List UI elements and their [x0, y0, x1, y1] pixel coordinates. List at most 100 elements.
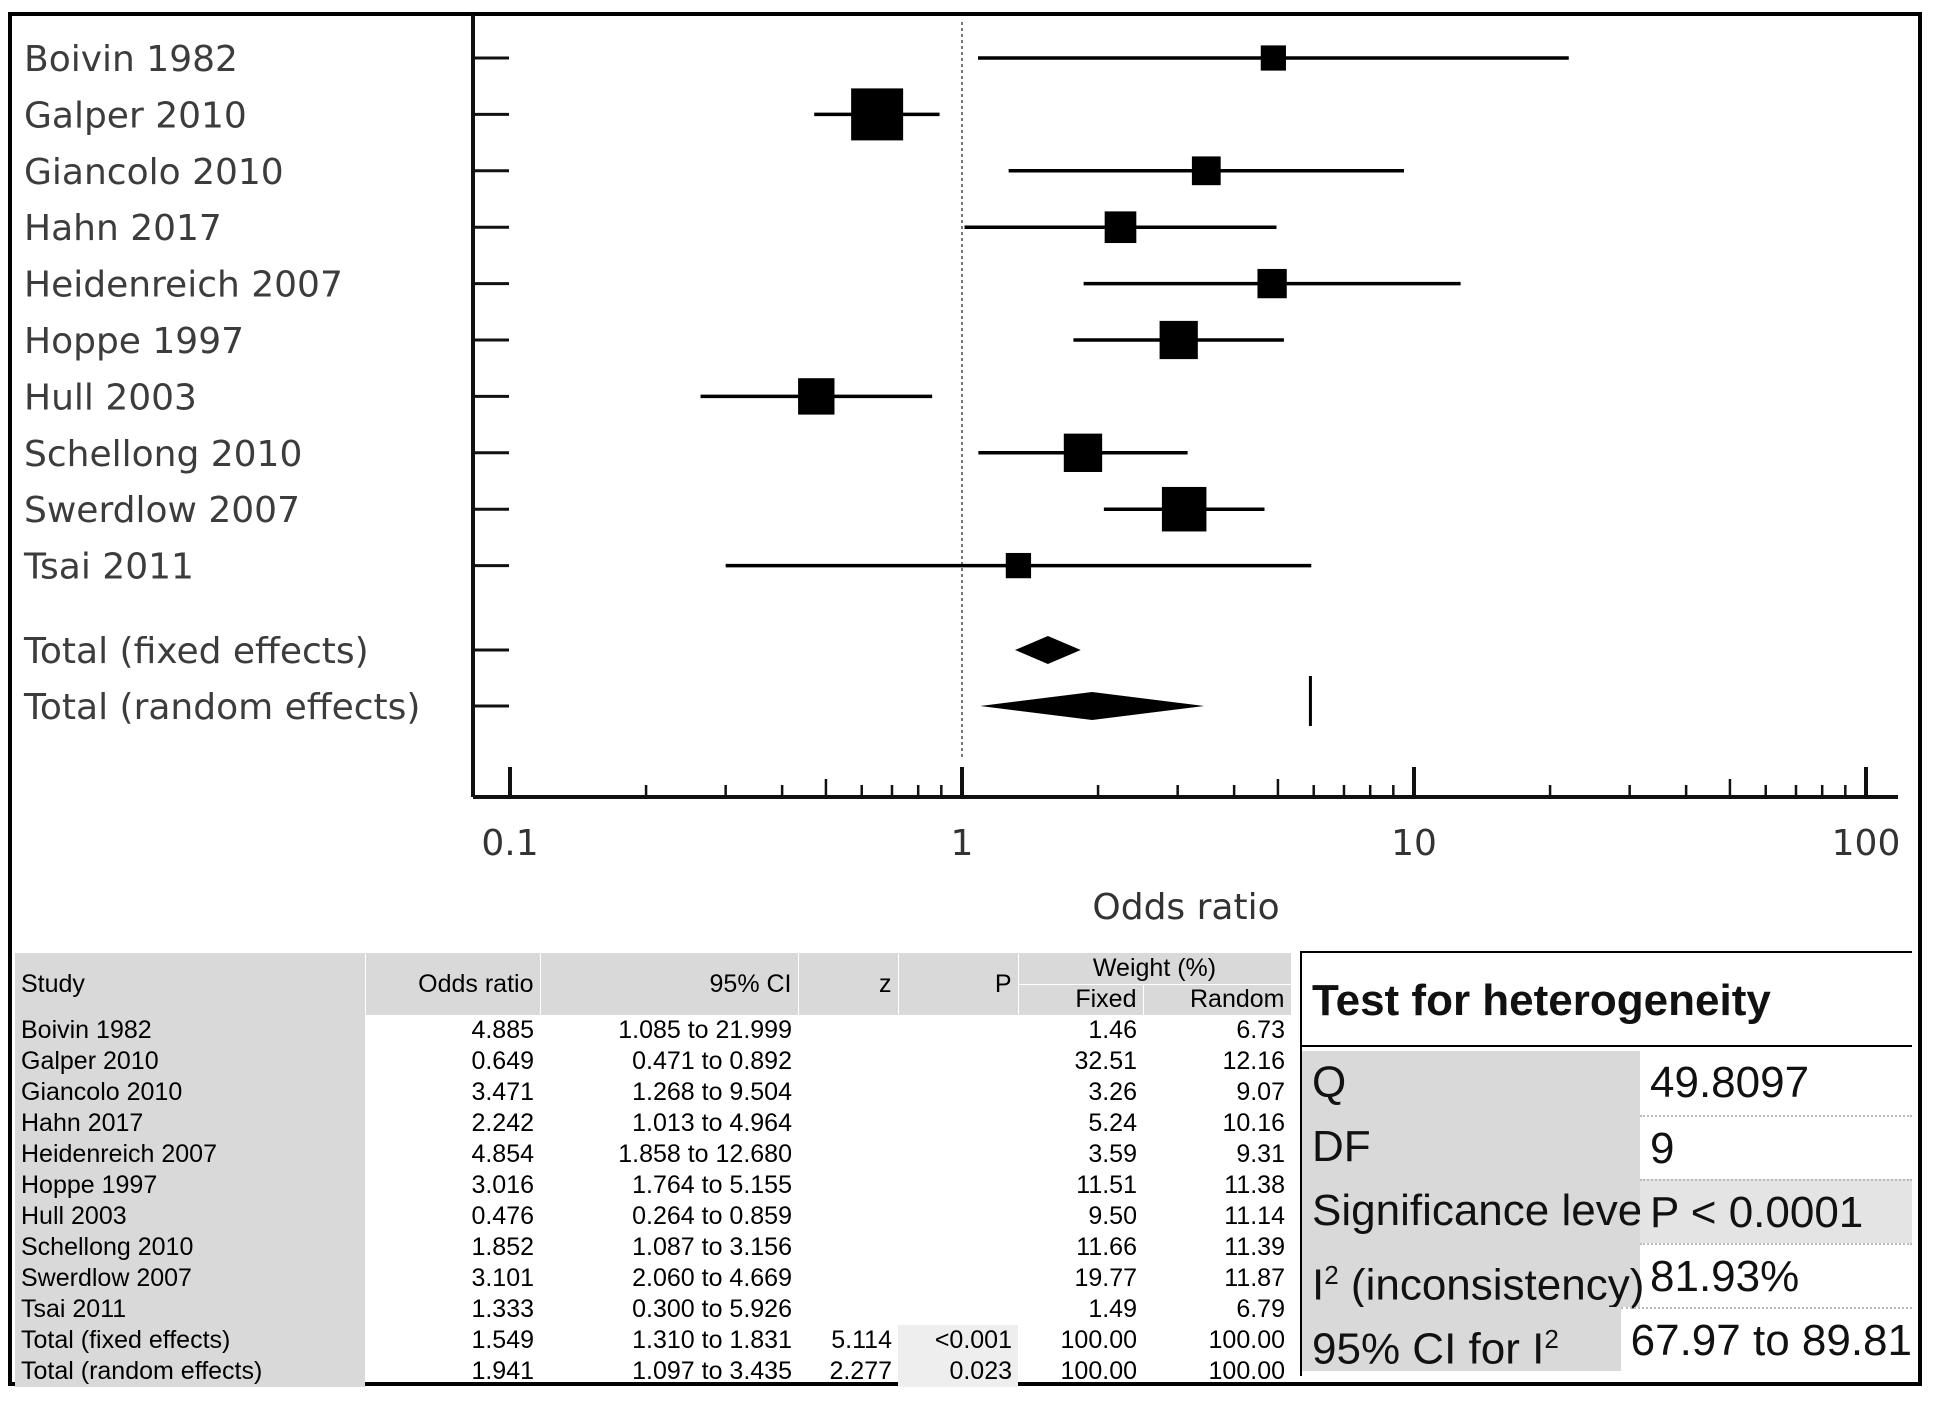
het-i2-value: 81.93%	[1640, 1243, 1912, 1307]
cell-study: Boivin 1982	[15, 1015, 365, 1046]
cell-p	[898, 1077, 1018, 1108]
cell-p	[898, 1139, 1018, 1170]
cell-z	[798, 1015, 898, 1046]
cell-weight-fixed: 1.46	[1088, 1016, 1137, 1044]
cell-weight-random: 100.00	[1208, 1357, 1285, 1385]
cell-weight-fixed: 100.00	[1060, 1357, 1137, 1385]
cell-ci: 1.085 to 21.999	[618, 1016, 792, 1044]
cell-study: Swerdlow 2007	[15, 1263, 365, 1294]
cell-odds-ratio: 2.242	[471, 1109, 534, 1137]
heterogeneity-panel: Test for heterogeneity Q 49.8097 DF 9 Si…	[1300, 951, 1912, 1376]
cell-ci: 1.097 to 3.435	[632, 1357, 792, 1385]
cell-weight-fixed: 3.26	[1088, 1078, 1137, 1106]
cell-z	[798, 1232, 898, 1263]
cell-study: Tsai 2011	[15, 1294, 365, 1325]
table-row: Total (random effects) 1.941 1.097 to 3.43…	[15, 1356, 1291, 1387]
cell-weight-fixed: 9.50	[1088, 1202, 1137, 1230]
cell-odds-ratio: 1.333	[471, 1295, 534, 1323]
het-row-sig: Significance level P < 0.0001	[1302, 1179, 1912, 1243]
cell-p	[898, 1201, 1018, 1232]
het-row-df: DF 9	[1302, 1115, 1912, 1179]
point-estimate	[1159, 320, 1198, 360]
col-p: P	[898, 953, 1019, 1015]
cell-p	[898, 1294, 1018, 1325]
study-label: Swerdlow 2007	[24, 490, 300, 531]
point-estimate	[1191, 156, 1221, 186]
cell-z	[798, 1201, 898, 1232]
table-row: Giancolo 2010 3.471 1.268 to 9.504 3.26 9.07	[15, 1077, 1291, 1108]
cell-p	[898, 1015, 1018, 1046]
cell-z	[798, 1170, 898, 1201]
cell-weight-fixed: 3.59	[1088, 1140, 1137, 1168]
cell-weight-fixed: 11.66	[1076, 1233, 1137, 1261]
total-label: Total (fixed effects)	[23, 631, 369, 672]
het-ci-value: 67.97 to 89.81	[1620, 1307, 1912, 1371]
results-table: Study Odds ratio 95% CI z P Weight (%) F…	[15, 953, 1292, 1387]
cell-study: Hull 2003	[15, 1201, 365, 1232]
cell-weight-random: 100.00	[1208, 1326, 1285, 1354]
x-tick-label: 100	[1832, 823, 1901, 864]
cell-study: Total (random effects)	[15, 1356, 365, 1387]
cell-odds-ratio: 1.852	[471, 1233, 534, 1261]
cell-ci: 1.087 to 3.156	[632, 1233, 792, 1261]
cell-study: Giancolo 2010	[15, 1077, 365, 1108]
het-i2-label: I2 (inconsistency)	[1302, 1243, 1644, 1310]
study-label: Schellong 2010	[24, 434, 302, 475]
table-row: Hull 2003 0.476 0.264 to 0.859 9.50 11.14	[15, 1201, 1291, 1232]
cell-ci: 1.310 to 1.831	[632, 1326, 792, 1354]
cell-weight-random: 10.16	[1222, 1109, 1285, 1137]
cell-weight-fixed: 5.24	[1088, 1109, 1137, 1137]
cell-p	[898, 1170, 1018, 1201]
study-label: Giancolo 2010	[24, 152, 284, 193]
table-row: Hoppe 1997 3.016 1.764 to 5.155 11.51 11.38	[15, 1170, 1291, 1201]
cell-weight-fixed: 100.00	[1060, 1326, 1137, 1354]
point-estimate	[1161, 486, 1207, 532]
cell-p: <0.001	[898, 1325, 1018, 1356]
cell-weight-random: 12.16	[1222, 1047, 1285, 1075]
table-row: Hahn 2017 2.242 1.013 to 4.964 5.24 10.16	[15, 1108, 1291, 1139]
study-label: Boivin 1982	[24, 39, 238, 80]
cell-odds-ratio: 4.885	[471, 1016, 534, 1044]
cell-weight-random: 11.39	[1224, 1233, 1285, 1261]
cell-ci: 1.268 to 9.504	[632, 1078, 792, 1106]
point-estimate	[798, 378, 835, 415]
cell-odds-ratio: 4.854	[471, 1140, 534, 1168]
het-row-ci: 95% CI for I2 67.97 to 89.81	[1302, 1307, 1912, 1374]
table-row: Boivin 1982 4.885 1.085 to 21.999 1.46 6.73	[15, 1015, 1291, 1046]
study-label: Hahn 2017	[24, 208, 222, 249]
summary-diamond	[1015, 636, 1081, 664]
cell-z	[798, 1263, 898, 1294]
cell-p	[898, 1232, 1018, 1263]
cell-weight-random: 9.31	[1236, 1140, 1285, 1168]
point-estimate	[1005, 552, 1032, 579]
table-row: Heidenreich 2007 4.854 1.858 to 12.680 3.59…	[15, 1139, 1291, 1170]
cell-z: 2.277	[829, 1357, 892, 1385]
cell-weight-fixed: 19.77	[1074, 1264, 1137, 1292]
study-label: Heidenreich 2007	[24, 265, 343, 306]
het-row-i2: I2 (inconsistency) 81.93%	[1302, 1243, 1912, 1310]
heterogeneity-title: Test for heterogeneity	[1302, 951, 1912, 1047]
col-study: Study	[15, 953, 366, 1015]
cell-odds-ratio: 3.101	[471, 1264, 534, 1292]
point-estimate	[1104, 211, 1137, 244]
cell-study: Galper 2010	[15, 1046, 365, 1077]
cell-odds-ratio: 0.476	[471, 1202, 534, 1230]
col-weight-fixed: Fixed	[1018, 984, 1144, 1015]
cell-study: Schellong 2010	[15, 1232, 365, 1263]
cell-z	[798, 1077, 898, 1108]
cell-ci: 0.264 to 0.859	[632, 1202, 792, 1230]
cell-weight-random: 6.79	[1236, 1295, 1285, 1323]
cell-study: Hahn 2017	[15, 1108, 365, 1139]
x-tick-label: 0.1	[481, 823, 538, 864]
study-label: Tsai 2011	[23, 547, 194, 588]
cell-weight-fixed: 1.49	[1088, 1295, 1137, 1323]
study-label: Hoppe 1997	[24, 321, 244, 362]
cell-study: Heidenreich 2007	[15, 1139, 365, 1170]
cell-z: 5.114	[831, 1326, 892, 1354]
cell-p	[898, 1263, 1018, 1294]
study-label: Galper 2010	[24, 95, 247, 136]
cell-weight-random: 11.87	[1224, 1264, 1285, 1292]
het-sig-value: P < 0.0001	[1640, 1179, 1912, 1243]
cell-z	[798, 1139, 898, 1170]
cell-odds-ratio: 3.471	[471, 1078, 534, 1106]
